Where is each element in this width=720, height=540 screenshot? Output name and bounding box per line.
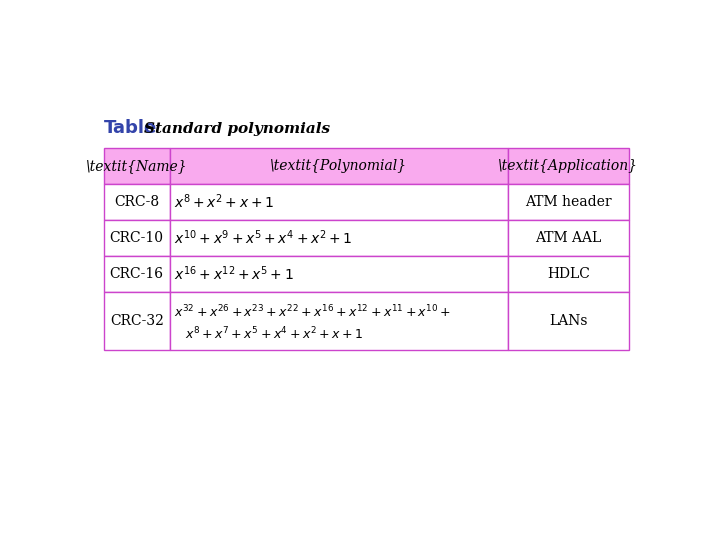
- Bar: [104, 292, 169, 350]
- Bar: [508, 184, 629, 220]
- Text: Table: Table: [104, 119, 157, 137]
- Text: \textit{Name}: \textit{Name}: [86, 159, 187, 173]
- Text: \textit{Application}: \textit{Application}: [498, 159, 639, 173]
- Text: CRC-10: CRC-10: [109, 231, 163, 245]
- Text: HDLC: HDLC: [547, 267, 590, 281]
- Bar: [169, 148, 508, 184]
- Text: LANs: LANs: [549, 314, 588, 328]
- Bar: [169, 292, 508, 350]
- Text: $x^{10}+x^{9}+x^{5}+x^{4}+x^{2}+1$: $x^{10}+x^{9}+x^{5}+x^{4}+x^{2}+1$: [174, 229, 353, 247]
- Bar: [169, 184, 508, 220]
- Text: CRC-32: CRC-32: [110, 314, 163, 328]
- Bar: [508, 292, 629, 350]
- Text: \textit{Polynomial}: \textit{Polynomial}: [270, 159, 408, 173]
- Bar: [508, 256, 629, 292]
- Text: Standard polynomials: Standard polynomials: [144, 122, 330, 136]
- Text: ATM header: ATM header: [525, 195, 611, 209]
- Bar: [104, 256, 169, 292]
- Text: $x^{32}+x^{26}+x^{23}+x^{22}+x^{16}+x^{12}+x^{11}+x^{10}+$: $x^{32}+x^{26}+x^{23}+x^{22}+x^{16}+x^{1…: [174, 304, 451, 321]
- Bar: [508, 220, 629, 256]
- Text: CRC-8: CRC-8: [114, 195, 159, 209]
- Bar: [508, 148, 629, 184]
- Text: $x^{16}+x^{12}+x^{5}+1$: $x^{16}+x^{12}+x^{5}+1$: [174, 265, 294, 284]
- Text: CRC-16: CRC-16: [109, 267, 163, 281]
- Bar: [104, 148, 169, 184]
- Text: ATM AAL: ATM AAL: [535, 231, 601, 245]
- Text: $x^{8}+x^{2}+x+1$: $x^{8}+x^{2}+x+1$: [174, 193, 274, 211]
- Bar: [104, 220, 169, 256]
- Text: $x^{8}+x^{7}+x^{5}+x^{4}+x^{2}+x+1$: $x^{8}+x^{7}+x^{5}+x^{4}+x^{2}+x+1$: [185, 326, 363, 342]
- Bar: [104, 184, 169, 220]
- Bar: [169, 256, 508, 292]
- Bar: [169, 220, 508, 256]
